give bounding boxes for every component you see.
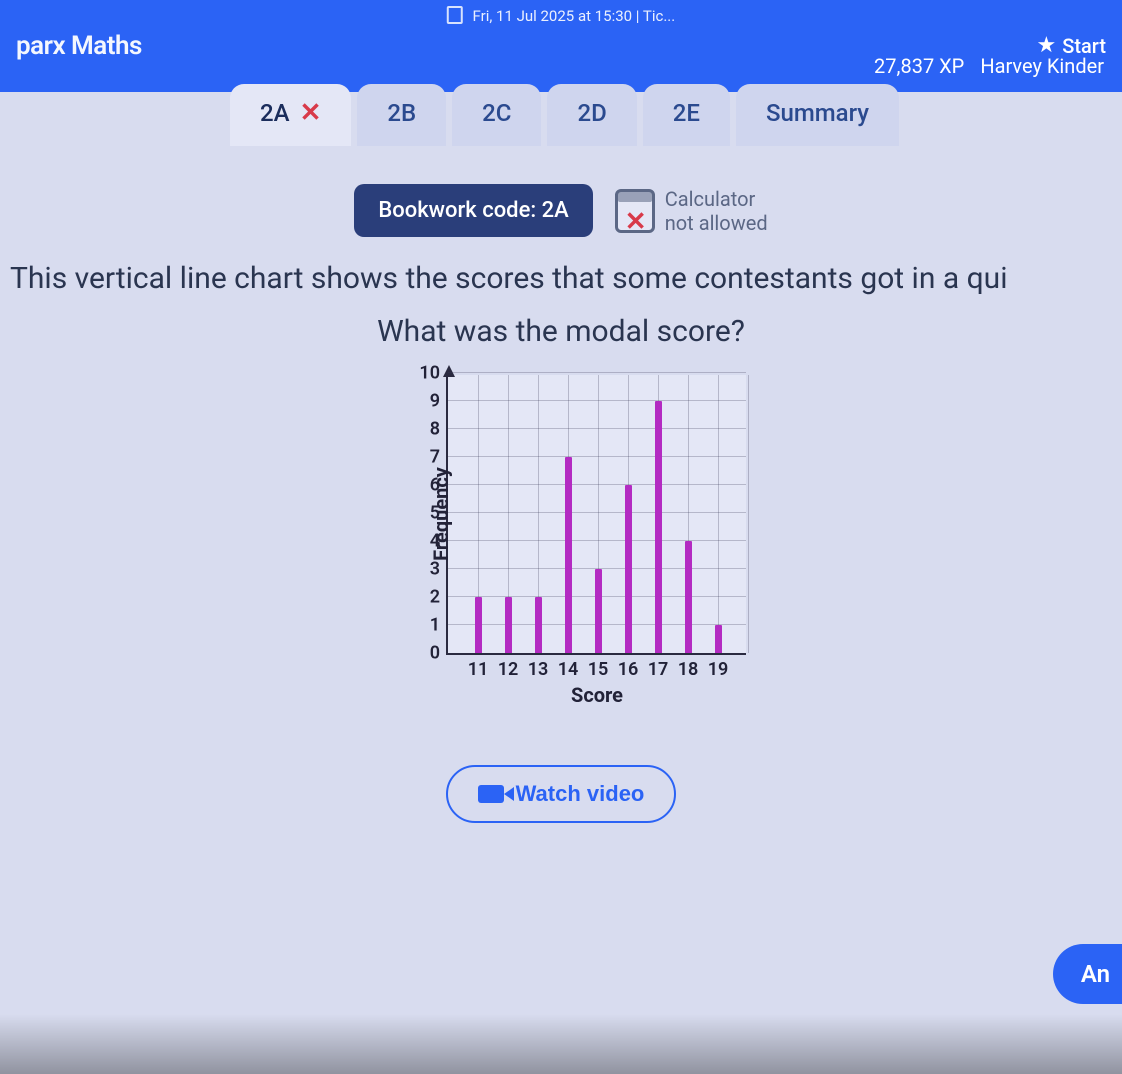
ytick-label: 5 <box>430 503 448 524</box>
chart-bar <box>565 457 572 653</box>
xtick-label: 15 <box>588 653 609 680</box>
grid-line <box>448 400 746 401</box>
calc-line2: not allowed <box>665 211 768 235</box>
task-tabs: 2A ✕ 2B 2C 2D 2E Summary <box>0 84 1122 146</box>
question-lead: This vertical line chart shows the score… <box>10 261 1112 296</box>
grid-line <box>448 540 746 541</box>
ytick-label: 4 <box>430 531 448 552</box>
ytick-label: 9 <box>430 391 448 412</box>
chart-xlabel: Score <box>571 683 623 707</box>
app-header: parx Maths Fri, 11 Jul 2025 at 15:30 | T… <box>0 0 1122 92</box>
chart-bar <box>505 597 512 653</box>
ytick-label: 10 <box>419 363 448 384</box>
ytick-label: 2 <box>430 587 448 608</box>
chart-bar <box>715 625 722 653</box>
grid-line <box>448 372 746 373</box>
tab-label: 2D <box>577 99 606 127</box>
badge-row: Bookwork code: 2A ✕ Calculator not allow… <box>10 184 1112 237</box>
xtick-label: 19 <box>708 653 729 680</box>
xtick-label: 18 <box>678 653 699 680</box>
tab-2d[interactable]: 2D <box>547 84 636 146</box>
xtick-label: 14 <box>558 653 579 680</box>
brand-title: parx Maths <box>16 31 142 61</box>
grid-line <box>748 375 749 653</box>
calculator-status: ✕ Calculator not allowed <box>615 187 768 235</box>
xtick-label: 11 <box>468 653 489 680</box>
grid-line <box>448 484 746 485</box>
tab-label: 2C <box>482 99 511 127</box>
xp-text: 27,837 XP <box>874 54 964 78</box>
wrong-icon: ✕ <box>300 98 322 128</box>
chart-bar <box>625 485 632 653</box>
ytick-label: 8 <box>430 419 448 440</box>
ytick-label: 6 <box>430 475 448 496</box>
chart-bar <box>475 597 482 653</box>
xtick-label: 13 <box>528 653 549 680</box>
calc-line1: Calculator <box>665 187 768 211</box>
chart-plot: Frequency Score 012345678910111213141516… <box>446 375 746 655</box>
grid-line <box>718 375 719 653</box>
grid-line <box>448 512 746 513</box>
user-name[interactable]: Harvey Kinder <box>980 54 1104 78</box>
xtick-label: 16 <box>618 653 639 680</box>
chart-bar <box>655 401 662 653</box>
answer-button[interactable]: An <box>1053 944 1122 1004</box>
tab-summary[interactable]: Summary <box>736 84 899 146</box>
chart-bar <box>535 597 542 653</box>
watch-video-button[interactable]: Watch video <box>446 765 677 823</box>
tab-label: 2B <box>387 99 416 127</box>
header-date-text: Fri, 11 Jul 2025 at 15:30 | Tic... <box>473 7 676 25</box>
page-icon <box>447 6 463 24</box>
chart-bar <box>595 569 602 653</box>
tab-2c[interactable]: 2C <box>452 84 541 146</box>
x-mark-icon: ✕ <box>625 207 647 237</box>
ytick-label: 7 <box>430 447 448 468</box>
question-main: What was the modal score? <box>10 314 1112 349</box>
tab-label: Summary <box>766 99 869 127</box>
calculator-icon: ✕ <box>615 189 655 233</box>
content-area: Bookwork code: 2A ✕ Calculator not allow… <box>0 146 1122 823</box>
chart-bar <box>685 541 692 653</box>
bottom-fade <box>0 1014 1122 1074</box>
ytick-label: 0 <box>430 643 448 664</box>
tab-label: 2E <box>673 99 700 127</box>
grid-line <box>448 428 746 429</box>
video-icon <box>478 785 504 803</box>
xp-user-block: 27,837 XP Harvey Kinder <box>874 54 1104 78</box>
bookwork-badge: Bookwork code: 2A <box>354 184 592 237</box>
ytick-label: 3 <box>430 559 448 580</box>
watch-video-label: Watch video <box>516 781 645 807</box>
ytick-label: 1 <box>430 615 448 636</box>
xtick-label: 12 <box>498 653 519 680</box>
chart-container: Frequency Score 012345678910111213141516… <box>10 375 1112 725</box>
grid-line <box>448 456 746 457</box>
tab-label: 2A <box>260 99 290 127</box>
tab-2e[interactable]: 2E <box>643 84 730 146</box>
header-date: Fri, 11 Jul 2025 at 15:30 | Tic... <box>447 6 675 25</box>
tab-2a[interactable]: 2A ✕ <box>230 84 351 146</box>
xtick-label: 17 <box>648 653 669 680</box>
tab-2b[interactable]: 2B <box>357 84 446 146</box>
